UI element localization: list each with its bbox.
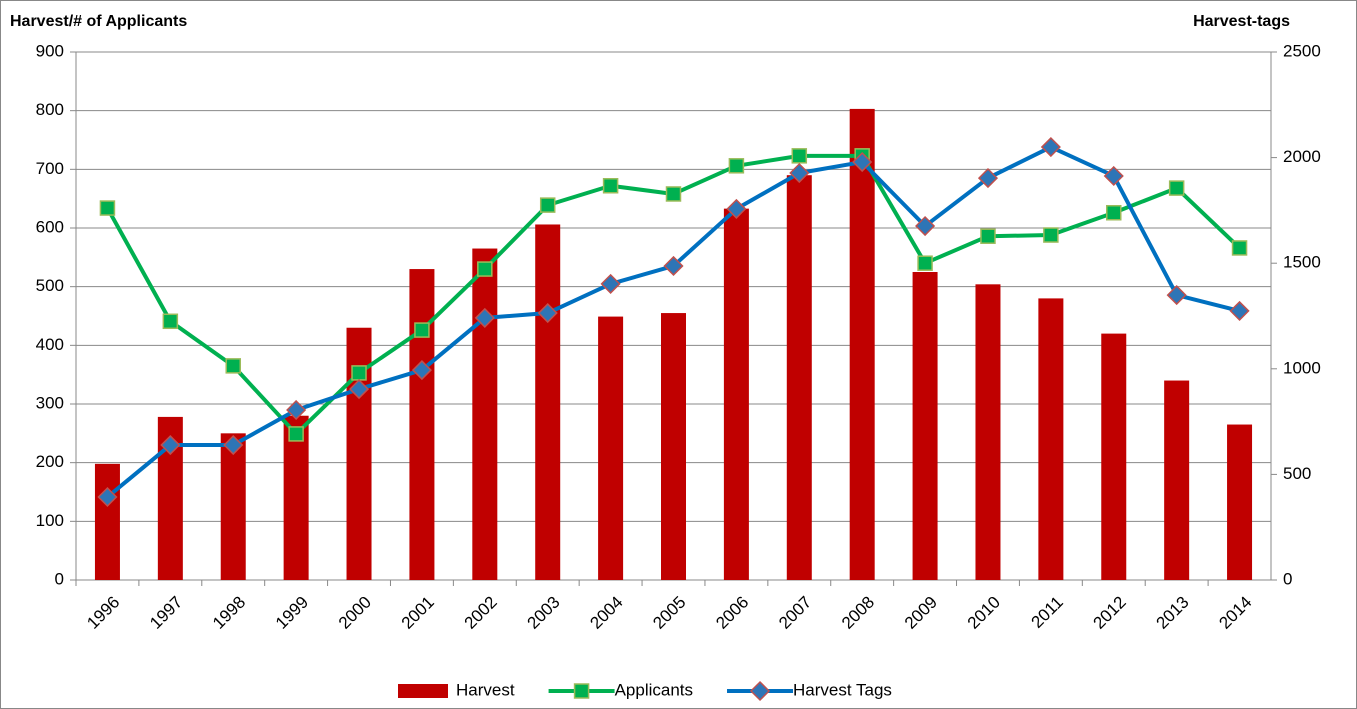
bar xyxy=(723,208,749,580)
marker xyxy=(977,168,999,189)
marker xyxy=(348,379,370,400)
y2-axis-label: Harvest-tags xyxy=(1193,13,1290,30)
y2-tick-label: 1500 xyxy=(1283,253,1321,272)
marker xyxy=(917,255,933,271)
bar xyxy=(1164,380,1190,580)
marker xyxy=(474,307,495,328)
marker xyxy=(1106,204,1122,221)
marker xyxy=(728,158,745,174)
legend-label: Harvest xyxy=(456,680,515,699)
marker xyxy=(99,200,116,216)
marker xyxy=(1231,240,1248,256)
marker xyxy=(1043,227,1059,243)
marker xyxy=(1103,165,1124,187)
y-tick-label: 0 xyxy=(55,569,64,588)
y-axis-label: Harvest/# of Applicants xyxy=(10,13,187,30)
marker xyxy=(225,358,241,374)
bar xyxy=(409,269,435,580)
y2-tick-label: 2000 xyxy=(1283,147,1321,166)
marker xyxy=(1040,136,1061,158)
legend-swatch xyxy=(398,684,448,698)
marker xyxy=(915,215,936,237)
marker xyxy=(980,228,996,244)
legend-label: Applicants xyxy=(615,680,693,699)
bar xyxy=(1038,298,1064,580)
bar xyxy=(661,313,686,580)
y-tick-label: 700 xyxy=(36,159,64,178)
marker xyxy=(665,186,682,202)
y-tick-label: 800 xyxy=(36,100,64,119)
bar xyxy=(94,463,120,580)
marker xyxy=(286,399,307,421)
bar xyxy=(598,316,624,580)
bar xyxy=(472,248,498,581)
marker xyxy=(600,273,621,294)
bar xyxy=(220,433,246,580)
bar xyxy=(1227,424,1253,580)
y-tick-label: 600 xyxy=(36,217,64,236)
marker xyxy=(1229,300,1250,321)
marker xyxy=(852,151,873,173)
bar xyxy=(912,272,938,580)
marker xyxy=(351,365,367,381)
marker xyxy=(726,198,747,219)
y-tick-label: 200 xyxy=(36,452,64,471)
bar xyxy=(283,415,309,580)
marker xyxy=(791,148,808,164)
marker xyxy=(97,486,118,508)
bar xyxy=(975,284,1001,580)
y-tick-label: 300 xyxy=(36,393,64,412)
marker xyxy=(411,360,432,381)
bar xyxy=(849,108,875,580)
marker xyxy=(288,426,304,442)
y2-tick-label: 2500 xyxy=(1283,41,1321,60)
y-tick-label: 100 xyxy=(36,511,64,530)
bar xyxy=(786,175,812,580)
legend-marker xyxy=(573,683,590,699)
legend-label: Harvest Tags xyxy=(793,680,892,699)
marker xyxy=(789,162,810,184)
marker xyxy=(160,434,181,456)
marker xyxy=(537,302,558,324)
marker xyxy=(1166,285,1187,306)
y-tick-label: 500 xyxy=(36,276,64,295)
y2-tick-label: 500 xyxy=(1283,464,1311,483)
y2-tick-label: 0 xyxy=(1283,569,1292,588)
marker xyxy=(1168,180,1185,196)
marker xyxy=(223,434,244,456)
legend-marker xyxy=(749,680,771,702)
marker xyxy=(414,322,430,338)
marker xyxy=(539,197,556,213)
bar xyxy=(1101,333,1127,580)
marker xyxy=(602,178,619,194)
y2-tick-label: 1000 xyxy=(1283,358,1321,377)
bar xyxy=(535,224,561,581)
marker xyxy=(162,313,179,330)
marker xyxy=(477,261,493,277)
y-tick-label: 900 xyxy=(36,41,64,60)
marker xyxy=(663,255,684,277)
y-tick-label: 400 xyxy=(36,335,64,354)
